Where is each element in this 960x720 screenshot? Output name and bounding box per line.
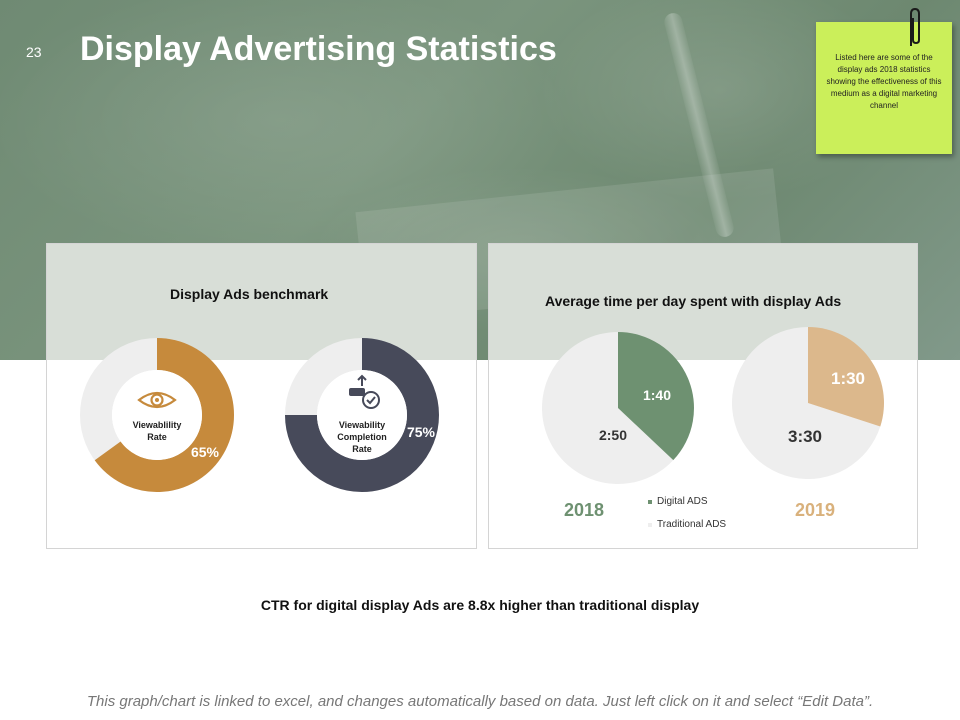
legend-item-traditional: Traditional ADS (648, 513, 726, 536)
pie-2018-traditional-slice (541, 332, 674, 484)
donut-1-hole (112, 370, 202, 460)
viewability-rate-donut: Viewablility Rate 65% (80, 338, 234, 492)
legend-swatch-traditional (648, 522, 652, 527)
paperclip-icon (910, 7, 920, 46)
sticky-note-text: Listed here are some of the display ads … (826, 53, 942, 110)
benchmark-title: Display Ads benchmark (170, 286, 329, 302)
donut-2-value-label: 75% (407, 424, 436, 440)
pie-2018-traditional-label: 2:50 (599, 427, 627, 443)
page-title: Display Advertising Statistics (80, 30, 557, 68)
donut-1-value-arc (94, 338, 234, 492)
footer-note: This graph/chart is linked to excel, and… (86, 693, 874, 710)
upload-check-icon (349, 374, 380, 409)
pie-2018-digital-slice (618, 332, 694, 461)
donut-2-value-arc (285, 338, 439, 492)
donut-1-value-label: 65% (191, 444, 220, 460)
donut-1-label-line-1: Viewablility (133, 420, 182, 430)
ctr-statement: CTR for digital display Ads are 8.8x hig… (260, 597, 700, 613)
pie-2019-digital-slice (808, 327, 885, 427)
donut-2-hole (317, 370, 407, 460)
pie-2019: 1:30 3:30 (732, 327, 885, 479)
pie-2019-traditional-label: 3:30 (788, 427, 822, 446)
legend-item-digital: Digital ADS (648, 490, 726, 513)
donut-2-label-line-2: Completion (337, 432, 387, 442)
pie-2019-traditional-slice (732, 327, 881, 479)
pie-2019-digital-label: 1:30 (831, 369, 865, 388)
time-spent-title: Average time per day spent with display … (545, 293, 842, 309)
legend-label-digital: Digital ADS (657, 496, 708, 507)
viewability-completion-donut: Viewability Completion Rate 75% (285, 338, 439, 492)
legend-label-traditional: Traditional ADS (657, 519, 727, 530)
year-2018-label: 2018 (564, 500, 605, 520)
year-2019-label: 2019 (795, 500, 836, 520)
pie-legend: Digital ADS Traditional ADS (648, 490, 726, 536)
donut-1-label-line-2: Rate (147, 432, 167, 442)
eye-icon (137, 391, 177, 409)
pie-2018: 1:40 2:50 (541, 332, 694, 484)
pie-2018-digital-label: 1:40 (643, 387, 671, 403)
slide-number: 23 (26, 44, 42, 60)
legend-swatch-digital (648, 499, 652, 504)
donut-2-label-line-1: Viewability (339, 420, 385, 430)
sticky-note: Listed here are some of the display ads … (816, 22, 952, 154)
benchmark-panel-header (47, 244, 476, 360)
donut-2-label-line-3: Rate (352, 444, 372, 454)
